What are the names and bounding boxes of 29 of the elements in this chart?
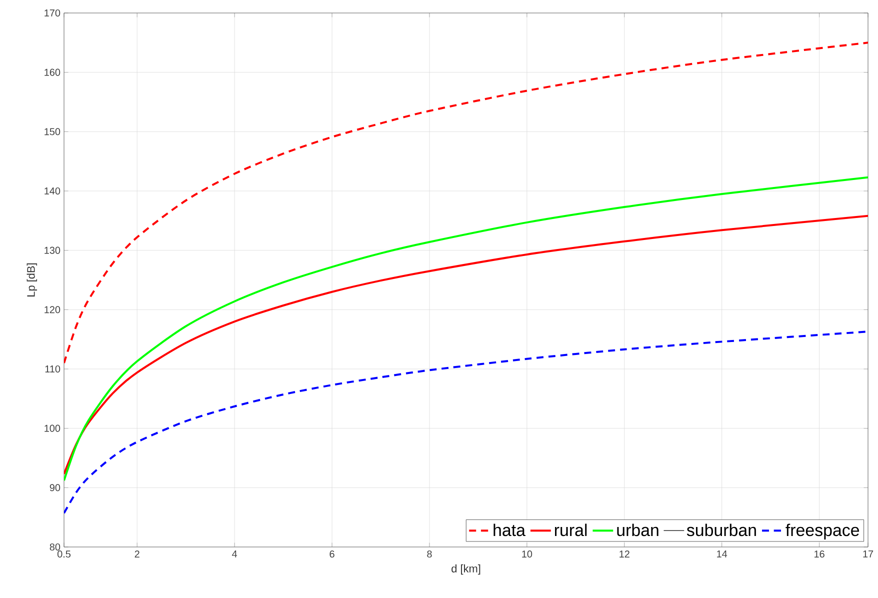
- y-tick-label: 150: [44, 128, 60, 136]
- legend-label: hata: [494, 524, 526, 536]
- y-tick-label: 80: [50, 543, 60, 551]
- x-tick-label: 6: [330, 550, 334, 558]
- x-tick-label: 14: [717, 550, 728, 558]
- x-tick-label: 12: [620, 550, 630, 558]
- legend-label: urban: [617, 524, 658, 536]
- y-tick-label: 90: [50, 484, 60, 492]
- legend-label: freespace: [786, 524, 860, 540]
- x-axis-title: d [km]: [452, 564, 480, 575]
- x-tick-label: 2: [134, 550, 140, 558]
- y-tick-label: 170: [44, 9, 60, 17]
- y-tick-label: 140: [44, 187, 60, 195]
- y-tick-label: 120: [44, 306, 60, 314]
- y-axis-title: Lp [dB]: [26, 263, 38, 296]
- line-series: [64, 330, 868, 514]
- legend-label: rural: [554, 524, 587, 536]
- x-tick-label: 10: [522, 550, 532, 558]
- y-tick-label: 130: [44, 246, 60, 254]
- legend-label: suburban: [686, 524, 756, 536]
- y-tick-label: 110: [45, 365, 60, 373]
- y-tick-label: 100: [44, 424, 60, 432]
- line-series: [64, 42, 868, 364]
- x-tick-label: 8: [427, 550, 432, 558]
- x-tick-label: 4: [232, 550, 238, 558]
- x-tick-label: 17: [863, 550, 874, 558]
- y-tick-label: 160: [44, 68, 60, 76]
- x-tick-label: 0.5: [57, 550, 71, 558]
- x-tick-label: 16: [814, 550, 824, 558]
